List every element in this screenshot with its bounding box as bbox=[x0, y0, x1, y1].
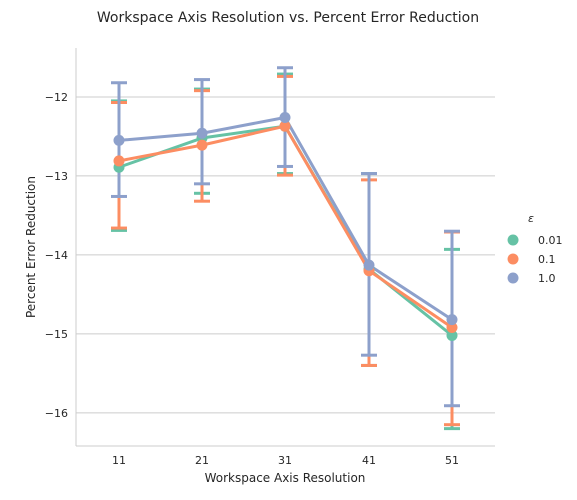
y-axis-label: Percent Error Reduction bbox=[24, 176, 38, 318]
data-point bbox=[196, 127, 208, 139]
y-tick-label: −15 bbox=[45, 328, 68, 341]
gridlines bbox=[76, 96, 495, 414]
x-tick-labels: 11 21 31 41 51 bbox=[112, 454, 459, 467]
data-point bbox=[446, 329, 458, 341]
legend-title: ε bbox=[528, 212, 534, 225]
axes bbox=[75, 48, 495, 447]
legend-label: 0.01 bbox=[538, 234, 563, 247]
y-tick-label: −14 bbox=[45, 249, 68, 262]
legend-marker bbox=[507, 234, 519, 246]
series-points bbox=[113, 111, 458, 341]
data-point bbox=[363, 259, 375, 271]
legend-label: 1.0 bbox=[538, 272, 556, 285]
data-point bbox=[279, 111, 291, 123]
data-point bbox=[446, 314, 458, 326]
data-point bbox=[196, 139, 208, 151]
y-tick-label: −12 bbox=[45, 91, 68, 104]
x-tick-label: 31 bbox=[278, 454, 292, 467]
data-point bbox=[113, 134, 125, 146]
y-tick-label: −13 bbox=[45, 170, 68, 183]
chart-title: Workspace Axis Resolution vs. Percent Er… bbox=[97, 10, 479, 26]
legend: ε 0.01 0.1 1.0 bbox=[507, 212, 563, 285]
y-tick-label: −16 bbox=[45, 407, 68, 420]
legend-marker bbox=[507, 253, 519, 265]
x-tick-label: 51 bbox=[445, 454, 459, 467]
x-tick-label: 41 bbox=[362, 454, 376, 467]
x-tick-label: 11 bbox=[112, 454, 126, 467]
legend-label: 0.1 bbox=[538, 253, 556, 266]
data-point bbox=[446, 322, 458, 334]
data-point bbox=[113, 155, 125, 167]
y-tick-labels: −12 −13 −14 −15 −16 bbox=[45, 91, 68, 420]
x-axis-label: Workspace Axis Resolution bbox=[205, 471, 366, 485]
x-tick-label: 21 bbox=[195, 454, 209, 467]
data-point bbox=[279, 120, 291, 132]
legend-marker bbox=[507, 272, 519, 284]
